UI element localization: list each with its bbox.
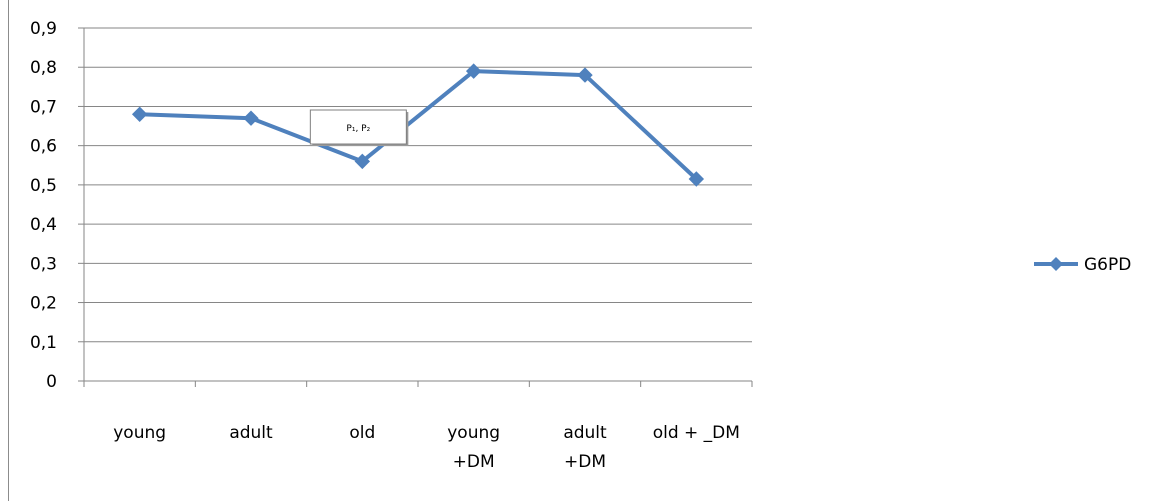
- legend: G6PD: [1034, 255, 1131, 275]
- y-tick-label: 0,6: [30, 137, 57, 157]
- axes: [78, 27, 753, 387]
- annotation: P₁, P₂: [309, 109, 409, 146]
- y-tick-label: 0,3: [30, 254, 57, 274]
- data-point-marker: [577, 67, 593, 83]
- data-point-marker: [465, 63, 482, 79]
- data-point-marker: [131, 106, 148, 122]
- legend-label: G6PD: [1084, 255, 1131, 275]
- y-tick-label: 0,5: [30, 176, 57, 196]
- y-tick-label: 0,9: [30, 19, 57, 39]
- x-tick-labels: young adult old young +DM adult +DM old + _DM: [113, 423, 740, 472]
- x-tick-label: old + _DM: [653, 423, 740, 443]
- annotation-label: P₁, P₂: [346, 124, 370, 134]
- legend-marker: [1049, 257, 1063, 271]
- y-tick-label: 0,1: [30, 333, 57, 353]
- series-g6pd: [131, 63, 705, 187]
- gridlines: [84, 27, 752, 343]
- y-tick-label: 0,8: [30, 58, 57, 78]
- x-tick-label: adult +DM: [563, 423, 607, 472]
- y-tick-labels: 0 0,1 0,2 0,3 0,4 0,5 0,6 0,7 0,8 0,9: [30, 19, 57, 392]
- x-tick-label: young +DM: [447, 423, 500, 472]
- chart-frame: [8, 0, 9, 501]
- data-point-marker: [688, 171, 705, 187]
- x-tick-label: young: [113, 423, 166, 443]
- data-point-marker: [243, 110, 259, 126]
- data-point-marker: [354, 153, 371, 170]
- x-tick-label: old: [349, 423, 375, 443]
- y-tick-label: 0,2: [30, 294, 57, 314]
- y-tick-label: 0,4: [30, 215, 57, 235]
- y-tick-label: 0: [46, 372, 57, 392]
- series-line: [137, 69, 699, 182]
- y-tick-label: 0,7: [30, 97, 57, 117]
- annotation-box: [309, 109, 407, 145]
- x-tick-label: adult: [229, 423, 273, 443]
